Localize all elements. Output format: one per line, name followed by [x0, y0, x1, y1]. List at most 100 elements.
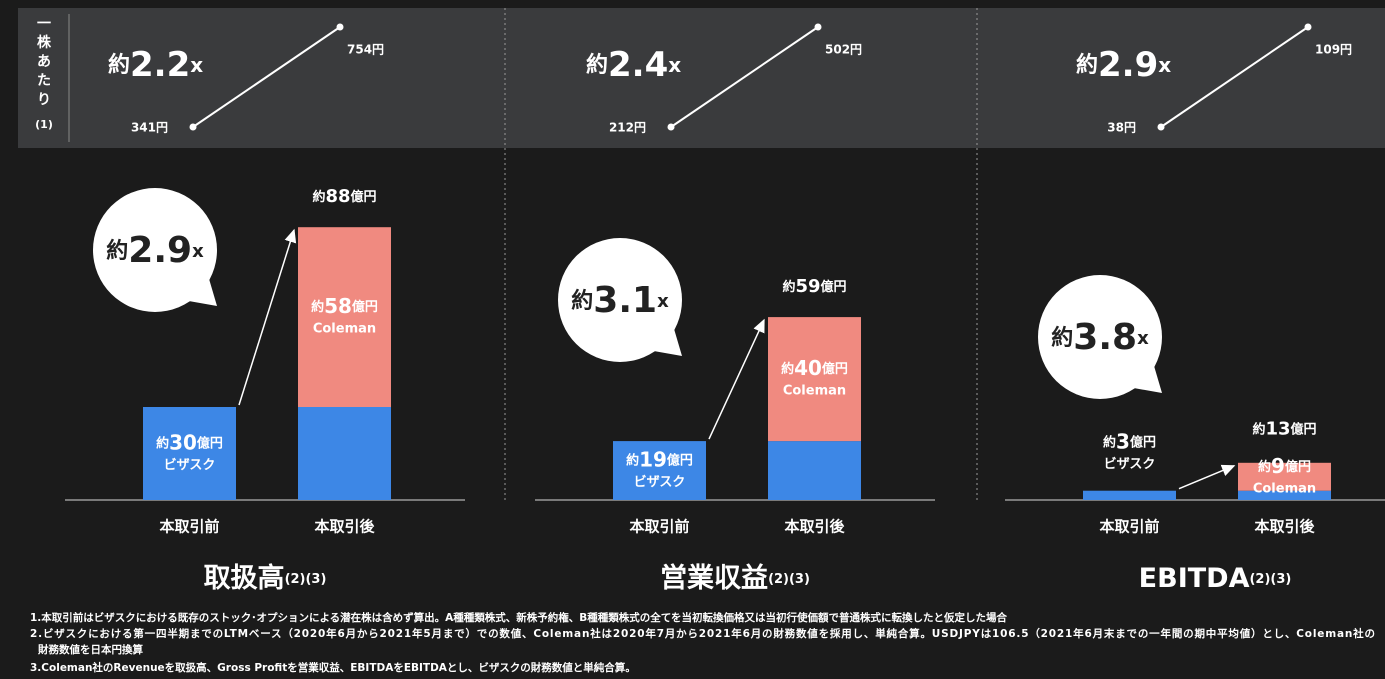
title-note: (2)(3) [285, 572, 327, 587]
bar-segment [298, 227, 391, 407]
side-label: た [37, 73, 51, 89]
bubble [558, 238, 682, 362]
total-label: 約88億円 [312, 186, 376, 207]
side-label: あ [37, 54, 51, 70]
dot [814, 23, 822, 31]
bubble-multiple: 約3.8x [1051, 317, 1149, 358]
label-part: 13 [1265, 419, 1290, 440]
multiple: 3.8 [1073, 317, 1137, 358]
series-name: ビザスク [164, 457, 216, 473]
label-part: 88 [325, 186, 350, 207]
bubble [93, 188, 217, 312]
label-part: 約 [311, 299, 324, 315]
label-part: 19 [639, 447, 667, 471]
category-label: 本取引後 [314, 518, 375, 536]
label-part: 約 [156, 435, 169, 451]
prefix: 約 [106, 238, 128, 264]
label-part: 58 [324, 294, 352, 318]
label-part: 30 [169, 430, 197, 454]
per-share-line [192, 26, 341, 128]
footnote: 1.本取引前はビザスクにおける既存のストック･オプションによる潜在株は含めず算出… [30, 611, 1008, 624]
per-share-panel [18, 8, 1385, 148]
label-part: 40 [794, 356, 822, 380]
per-share-line [1160, 26, 1309, 128]
per-share-start: 212円 [609, 121, 646, 135]
label-part: 億円 [1291, 421, 1317, 437]
chart-title: EBITDA(2)(3) [1139, 563, 1292, 594]
dot [667, 123, 675, 131]
label-part: 億円 [667, 452, 693, 468]
bar-segment [768, 317, 861, 442]
label-part: 億円 [821, 279, 847, 295]
prefix: 約 [586, 52, 608, 78]
total-label: 約13億円 [1252, 419, 1316, 440]
footnote: 財務数値を日本円換算 [37, 643, 143, 656]
label-part: 約 [782, 279, 795, 295]
label-part: 約 [626, 452, 639, 468]
per-share-multiple: 約2.9x [1076, 45, 1171, 85]
value-label: 約40億円 [781, 356, 848, 380]
bubble-multiple: 約2.9x [106, 230, 204, 271]
label-part: 億円 [822, 361, 848, 377]
label-part: 9 [1271, 453, 1285, 477]
label-part: 59 [795, 276, 820, 297]
bar-segment [298, 407, 391, 500]
per-share-start: 341円 [131, 121, 168, 135]
label-part: 億円 [1130, 434, 1156, 450]
chart-title: 取扱高(2)(3) [204, 562, 327, 594]
category-label: 本取引後 [784, 518, 845, 536]
bubble-multiple: 約3.1x [571, 280, 669, 321]
bar-segment [1083, 490, 1176, 500]
prefix: 約 [108, 52, 130, 78]
side-label: 株 [37, 34, 52, 51]
label-part: 億円 [197, 435, 223, 451]
footnote: 2.ビザスクにおける第一四半期までのLTMベース（2020年6月から2021年5… [30, 627, 1375, 640]
series-name: Coleman [783, 384, 846, 399]
label-part: 億円 [351, 189, 377, 205]
bar-segment [143, 407, 236, 500]
multiple: 2.4 [608, 45, 668, 85]
side-label: り [37, 92, 51, 108]
bar-segment [1238, 462, 1331, 491]
bubble [1038, 275, 1162, 399]
per-share-multiple: 約2.2x [108, 45, 203, 85]
prefix: 約 [571, 288, 593, 314]
dot [1304, 23, 1312, 31]
category-label: 本取引前 [159, 518, 219, 536]
growth-arrow [708, 318, 765, 440]
title: 取扱高 [204, 562, 285, 594]
label-part: 約 [1258, 458, 1271, 474]
label-part: 約 [1103, 434, 1116, 450]
value-label: 約3億円 [1103, 429, 1156, 453]
side-label: 一 [37, 16, 51, 32]
chart-title: 営業収益(2)(3) [660, 562, 810, 594]
label-part: 億円 [352, 299, 378, 315]
dot [336, 23, 344, 31]
title-note: (2)(3) [768, 572, 810, 587]
per-share-end: 754円 [347, 43, 384, 57]
multiple: 3.1 [593, 280, 657, 321]
value-label: 約9億円 [1258, 453, 1311, 477]
per-share-end: 502円 [825, 43, 862, 57]
unit: x [192, 241, 204, 262]
unit: x [1158, 53, 1171, 77]
series-name: Coleman [313, 322, 376, 337]
label-part: 億円 [1285, 458, 1311, 474]
bar-segment [768, 441, 861, 500]
dot [1157, 123, 1165, 131]
per-share-start: 38円 [1107, 121, 1136, 135]
bar-segment [1238, 490, 1331, 500]
label-part: 3 [1116, 429, 1130, 453]
prefix: 約 [1051, 325, 1073, 351]
footnote: 3.Coleman社のRevenueを取扱高、Gross Profitを営業収益… [30, 661, 636, 674]
value-label: 約30億円 [156, 430, 223, 454]
growth-arrow [1178, 464, 1236, 490]
category-label: 本取引後 [1254, 518, 1315, 536]
title: EBITDA [1139, 563, 1250, 594]
side-note: (1) [35, 118, 53, 131]
per-share-multiple: 約2.4x [586, 45, 681, 85]
multiple: 2.9 [1098, 45, 1158, 85]
multiple: 2.2 [130, 45, 190, 85]
label-part: 約 [312, 189, 325, 205]
